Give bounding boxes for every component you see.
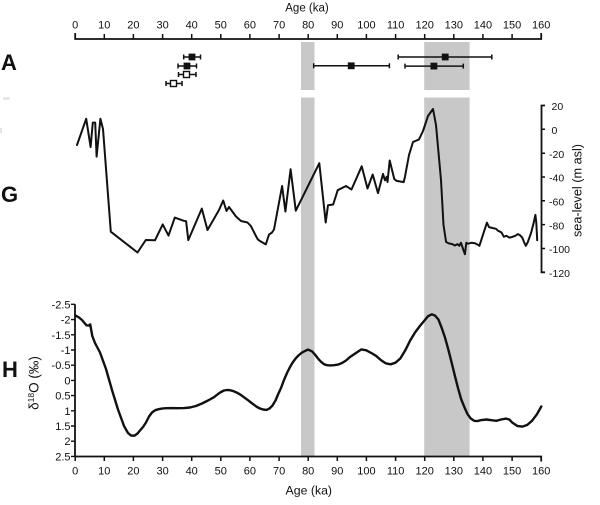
svg-text:30: 30: [156, 20, 168, 32]
svg-text:Age (ka): Age (ka): [286, 484, 332, 498]
svg-text:30: 30: [156, 466, 168, 478]
svg-text:150: 150: [503, 466, 521, 478]
svg-text:140: 140: [474, 466, 492, 478]
svg-text:0: 0: [552, 125, 558, 137]
svg-text:-100: -100: [549, 244, 570, 256]
svg-text:90: 90: [331, 20, 343, 32]
svg-text:-20: -20: [549, 149, 564, 161]
svg-text:160: 160: [532, 466, 550, 478]
svg-text:90: 90: [331, 466, 343, 478]
svg-text:2.5: 2.5: [55, 451, 70, 463]
svg-text:-2.5: -2.5: [52, 299, 71, 311]
svg-text:100: 100: [357, 20, 375, 32]
svg-text:-80: -80: [549, 220, 564, 232]
svg-text:10: 10: [98, 466, 110, 478]
svg-text:1: 1: [64, 406, 70, 418]
svg-text:1.5: 1.5: [55, 421, 70, 433]
svg-text:120: 120: [416, 20, 434, 32]
svg-text:50: 50: [215, 466, 227, 478]
svg-text:80: 80: [302, 20, 314, 32]
svg-text:80: 80: [302, 466, 314, 478]
svg-text:150: 150: [503, 20, 521, 32]
svg-text:160: 160: [532, 20, 550, 32]
svg-text:110: 110: [387, 466, 405, 478]
svg-text:110: 110: [387, 20, 405, 32]
svg-text:60: 60: [244, 20, 256, 32]
svg-text:100: 100: [357, 466, 375, 478]
svg-text:-2: -2: [61, 315, 71, 327]
svg-text:20: 20: [127, 20, 139, 32]
svg-text:-1.5: -1.5: [52, 330, 71, 342]
svg-text:H: H: [2, 357, 18, 382]
svg-text:140: 140: [474, 20, 492, 32]
svg-text:40: 40: [186, 466, 198, 478]
svg-text:Age (ka): Age (ka): [285, 3, 329, 15]
svg-text:60: 60: [244, 466, 256, 478]
svg-text:0: 0: [72, 20, 78, 32]
svg-text:0.5: 0.5: [55, 391, 70, 403]
svg-text:40: 40: [186, 20, 198, 32]
svg-text:20: 20: [127, 466, 139, 478]
svg-text:120: 120: [416, 466, 434, 478]
svg-text:-1: -1: [61, 345, 71, 357]
svg-text:50: 50: [215, 20, 227, 32]
svg-text:-120: -120: [549, 268, 570, 280]
svg-text:70: 70: [273, 20, 285, 32]
svg-text:0: 0: [72, 466, 78, 478]
svg-text:70: 70: [273, 466, 285, 478]
svg-text:130: 130: [445, 466, 463, 478]
svg-text:G: G: [1, 182, 18, 207]
svg-text:-60: -60: [549, 197, 564, 209]
svg-text:20: 20: [552, 101, 564, 113]
svg-text:δ18O (‰): δ18O (‰): [26, 356, 42, 410]
svg-text:130: 130: [445, 20, 463, 32]
svg-text:A: A: [1, 50, 17, 75]
svg-text:-0.5: -0.5: [52, 360, 71, 372]
svg-text:sea-level (m asl): sea-level (m asl): [571, 144, 585, 237]
svg-text:-40: -40: [549, 173, 564, 185]
svg-text:10: 10: [98, 20, 110, 32]
svg-text:2: 2: [64, 436, 70, 448]
svg-text:0: 0: [64, 375, 70, 387]
